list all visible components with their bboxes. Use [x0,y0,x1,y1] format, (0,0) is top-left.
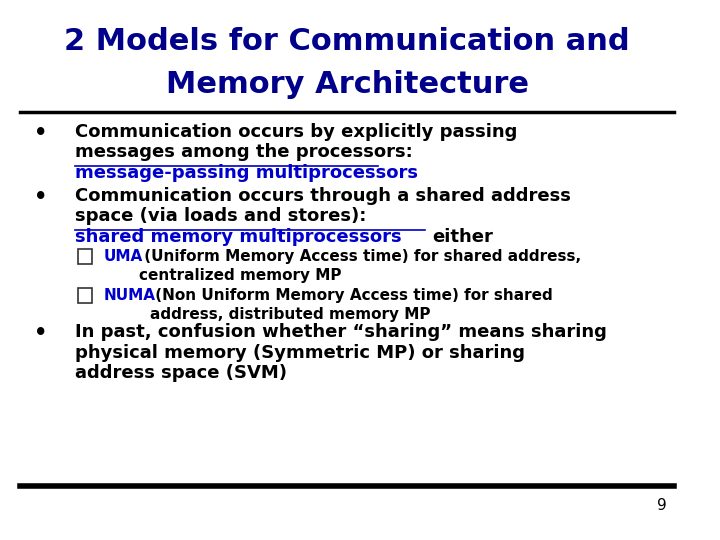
Bar [78,249,91,264]
Text: (Uniform Memory Access time) for shared address,: (Uniform Memory Access time) for shared … [140,249,582,264]
Text: 9: 9 [657,498,667,513]
Text: •: • [34,187,48,207]
Text: NUMA: NUMA [104,288,156,303]
Text: address, distributed memory MP: address, distributed memory MP [150,307,431,322]
Text: UMA: UMA [104,249,143,264]
Text: messages among the processors:: messages among the processors: [75,143,413,161]
Text: Memory Architecture: Memory Architecture [166,70,528,99]
Text: either: either [432,228,493,246]
Text: In past, confusion whether “sharing” means sharing: In past, confusion whether “sharing” mea… [75,323,606,341]
Text: shared memory multiprocessors: shared memory multiprocessors [75,228,401,246]
Text: (Non Uniform Memory Access time) for shared: (Non Uniform Memory Access time) for sha… [150,288,553,303]
Text: Communication occurs through a shared address: Communication occurs through a shared ad… [75,187,570,205]
Text: •: • [34,123,48,143]
Text: physical memory (Symmetric MP) or sharing: physical memory (Symmetric MP) or sharin… [75,344,525,362]
Text: space (via loads and stores):: space (via loads and stores): [75,207,366,226]
Bar [78,288,91,303]
Text: •: • [34,323,48,343]
Text: address space (SVM): address space (SVM) [75,364,287,382]
Text: message-passing multiprocessors: message-passing multiprocessors [75,164,418,181]
Text: centralized memory MP: centralized memory MP [140,268,342,284]
Text: Communication occurs by explicitly passing: Communication occurs by explicitly passi… [75,123,517,141]
Text: 2 Models for Communication and: 2 Models for Communication and [64,27,630,56]
